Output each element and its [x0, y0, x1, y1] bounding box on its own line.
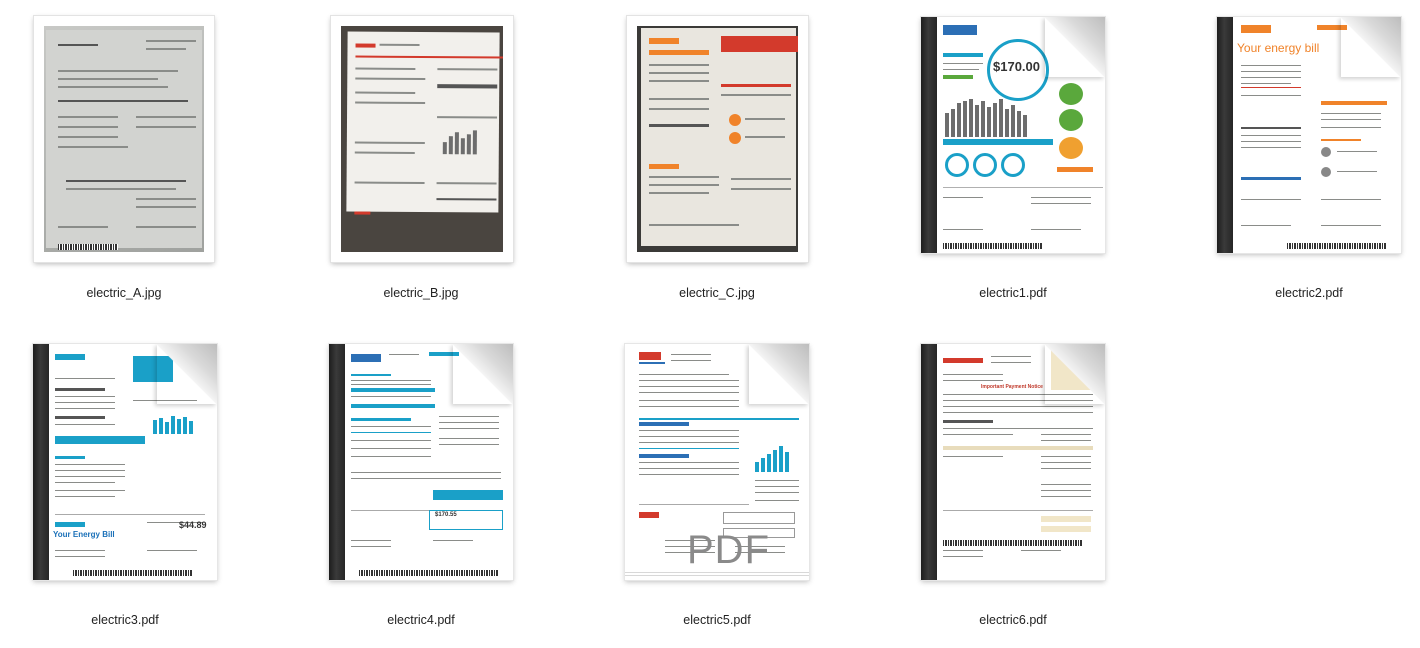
file-item-electric1[interactable]: $170.00 electric1.pdf	[913, 8, 1113, 308]
page-curl-icon	[453, 344, 513, 404]
pdf-thumbnail[interactable]: $170.55	[329, 344, 513, 580]
amount-due: $44.89	[179, 520, 207, 530]
file-name-label[interactable]: electric_A.jpg	[86, 286, 162, 300]
bill-paper	[641, 28, 798, 246]
bill-heading: Your energy bill	[1237, 41, 1320, 55]
file-name-label[interactable]: electric1.pdf	[979, 286, 1047, 300]
file-item-electric-a[interactable]: electric_A.jpg	[24, 8, 224, 308]
file-name-label[interactable]: electric5.pdf	[683, 613, 751, 627]
amount-due: $170.00	[993, 59, 1040, 74]
page-curl-icon	[1045, 344, 1105, 404]
spine-icon	[329, 344, 345, 580]
spine-icon	[33, 344, 49, 580]
pdf-thumbnail[interactable]: PDF	[625, 344, 809, 580]
file-name-label[interactable]: electric3.pdf	[91, 613, 159, 627]
file-item-electric3[interactable]: $44.89 Your Energy Bill electric3.pdf	[25, 338, 225, 638]
file-name-label[interactable]: electric6.pdf	[979, 613, 1047, 627]
pdf-thumbnail[interactable]: $44.89 Your Energy Bill	[33, 344, 217, 580]
file-item-electric2[interactable]: Your energy bill	[1209, 8, 1409, 308]
file-item-electric6[interactable]: Important Payment Notice	[913, 338, 1113, 638]
file-name-label[interactable]: electric_B.jpg	[383, 286, 459, 300]
pdf-thumbnail[interactable]: Important Payment Notice	[921, 344, 1105, 580]
file-name-label[interactable]: electric4.pdf	[387, 613, 455, 627]
bill-heading: Your Energy Bill	[53, 530, 115, 539]
pdf-thumbnail[interactable]: Your energy bill	[1217, 17, 1401, 253]
page-curl-icon	[157, 344, 217, 404]
amount-due: $170.55	[435, 512, 457, 518]
image-thumbnail[interactable]	[331, 16, 513, 262]
file-item-electric-b[interactable]: electric_B.jpg	[321, 8, 521, 308]
image-thumbnail[interactable]	[34, 16, 214, 262]
pdf-watermark: PDF	[687, 528, 770, 572]
page-curl-icon	[1341, 17, 1401, 77]
spine-icon	[1217, 17, 1233, 253]
file-name-label[interactable]: electric2.pdf	[1275, 286, 1343, 300]
file-item-electric5[interactable]: PDF electric5.pdf	[617, 338, 817, 638]
image-thumbnail[interactable]	[627, 16, 808, 262]
notice-heading: Important Payment Notice	[981, 384, 1043, 390]
file-item-electric-c[interactable]: electric_C.jpg	[617, 8, 817, 308]
amount-circle	[987, 39, 1049, 101]
page-curl-icon	[749, 344, 809, 404]
spine-icon	[921, 17, 937, 253]
bill-paper	[46, 30, 202, 250]
pdf-thumbnail[interactable]: $170.00	[921, 17, 1105, 253]
bill-paper	[346, 31, 503, 215]
page-curl-icon	[1045, 17, 1105, 77]
file-item-electric4[interactable]: $170.55 electric4.pdf	[321, 338, 521, 638]
spine-icon	[921, 344, 937, 580]
file-name-label[interactable]: electric_C.jpg	[679, 286, 755, 300]
